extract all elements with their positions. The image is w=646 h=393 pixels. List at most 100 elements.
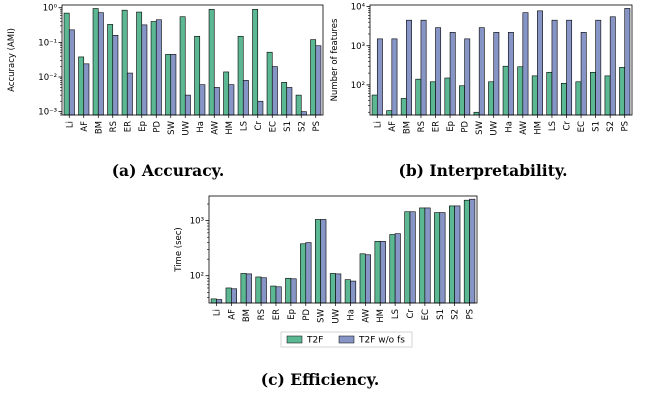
plot-frame — [208, 195, 478, 304]
x-tick-label: Cr — [406, 309, 416, 319]
bar-wofs-cr — [566, 19, 573, 116]
x-tick-label: AF — [388, 121, 398, 132]
x-tick-label: AF — [227, 309, 237, 320]
bar-t2f-s1 — [590, 71, 596, 116]
bar-t2f-s1 — [434, 212, 441, 304]
bar-t2f-ep — [444, 77, 451, 116]
bar-wofs-hm — [379, 241, 386, 304]
bar-t2f-ha — [344, 279, 351, 304]
bar-wofs-li — [68, 29, 75, 116]
x-tick-label: BM — [94, 121, 104, 134]
y-tick-label: 10⁴ — [351, 3, 366, 13]
bar-wofs-ep — [449, 32, 456, 116]
bar-t2f-bm — [240, 273, 247, 304]
legend-swatch-t2f — [286, 335, 303, 344]
y-tick-label: 10² — [351, 81, 365, 91]
y-tick-label: 10² — [190, 272, 204, 282]
panel-efficiency: Li AF BM RS ER Ep PD SW UW Ha AW HM LS Cr EC S1 S2 PS 10² 1… — [174, 195, 478, 324]
x-tick-label: PS — [466, 309, 476, 320]
x-tick-label: SW — [475, 120, 485, 134]
x-tick-label: Cr — [254, 121, 264, 131]
bar-wofs-rs — [260, 277, 267, 304]
x-tick-label: SW — [317, 308, 327, 322]
y-tick-label: 10⁻³ — [38, 108, 57, 118]
bar-wofs-bm — [245, 273, 252, 304]
x-tick-label: LS — [239, 121, 249, 131]
bar-wofs-rs — [420, 19, 427, 116]
bar-t2f-rs — [107, 24, 114, 116]
bar-wofs-er — [126, 72, 133, 116]
bar-t2f-s2 — [604, 75, 611, 116]
bar-wofs-ec — [580, 32, 587, 116]
x-tick-label: S1 — [436, 309, 446, 320]
bar-t2f-cr — [560, 82, 567, 116]
bar-t2f-af — [78, 56, 85, 116]
panel-interpretability: Li AF BM RS ER Ep PD SW UW Ha AW HM LS Cr EC S1 S2 PS 10² 1… — [330, 3, 633, 136]
x-tick-label: UW — [181, 120, 191, 135]
bar-t2f-er — [429, 81, 436, 116]
x-tick-label: Ep — [287, 309, 297, 320]
x-tick-label: HM — [533, 121, 543, 135]
bar-wofs-hm — [537, 10, 543, 116]
y-axis-label: Number of features — [330, 18, 340, 101]
bar-t2f-sw — [165, 54, 172, 116]
x-tick-label: S1 — [283, 121, 293, 132]
x-tick-label: EC — [577, 121, 587, 132]
x-tick-label: Li — [212, 309, 222, 316]
y-tick-label: 10³ — [190, 217, 204, 227]
x-tick-label: SW — [167, 120, 177, 134]
x-tick-label: EC — [268, 121, 278, 132]
x-tick-label: BM — [402, 121, 412, 134]
x-tick-label: ER — [123, 121, 133, 132]
bar-t2f-ep — [136, 11, 143, 116]
bar-t2f-cr — [252, 9, 259, 116]
x-tick-label: S2 — [451, 309, 461, 320]
bar-t2f-aw — [359, 253, 366, 304]
x-tick-label: Li — [373, 121, 383, 128]
bar-t2f-s1 — [281, 82, 288, 116]
bar-t2f-af — [225, 287, 232, 304]
bar-t2f-s2 — [449, 205, 455, 304]
legend-label-t2f: T2F — [306, 336, 323, 346]
bar-wofs-pd — [305, 242, 312, 304]
x-tick-label: S2 — [606, 121, 616, 132]
bar-wofs-li — [376, 38, 383, 116]
bar-wofs-uw — [335, 273, 342, 304]
x-tick-label: RS — [109, 121, 119, 132]
bar-wofs-ps — [315, 45, 322, 116]
x-tick-label: Ep — [446, 121, 456, 132]
x-tick-label: S2 — [297, 121, 307, 132]
bar-t2f-ls — [546, 71, 553, 116]
x-tick-label: RS — [417, 121, 427, 132]
bar-wofs-ep — [290, 278, 297, 304]
bar-t2f-ps — [463, 199, 470, 304]
x-tick-label: ER — [432, 121, 442, 132]
x-tick-label: AW — [361, 308, 371, 322]
x-tick-label: AW — [519, 120, 529, 134]
bar-wofs-hm — [228, 84, 235, 116]
bar-wofs-pd — [464, 38, 471, 116]
bar-t2f-rs — [255, 276, 262, 304]
bar-wofs-ec — [424, 207, 431, 304]
bar-t2f-rs — [415, 78, 422, 116]
bar-t2f-er — [270, 285, 277, 304]
bar-t2f-er — [121, 9, 128, 116]
legend: T2F T2F w/o fs — [280, 331, 413, 348]
x-tick-label: EC — [421, 309, 431, 320]
bar-wofs-bm — [406, 19, 412, 116]
bar-wofs-af — [83, 63, 90, 116]
bar-wofs-uw — [493, 32, 500, 116]
bar-t2f-sw — [473, 111, 480, 116]
legend-label-wofs: T2F w/o fs — [358, 336, 405, 346]
bar-t2f-ps — [619, 67, 626, 116]
bar-wofs-ls — [551, 19, 558, 116]
bar-t2f-aw — [517, 66, 524, 116]
legend-swatch-wofs — [338, 335, 355, 344]
bar-t2f-ps — [310, 39, 317, 116]
bar-t2f-pd — [459, 85, 465, 116]
x-tick-label: PD — [461, 121, 471, 133]
x-tick-label: LS — [548, 121, 558, 131]
bar-wofs-s1 — [439, 212, 446, 304]
x-tick-label: Ep — [138, 121, 148, 132]
x-tick-label: ER — [272, 309, 282, 320]
